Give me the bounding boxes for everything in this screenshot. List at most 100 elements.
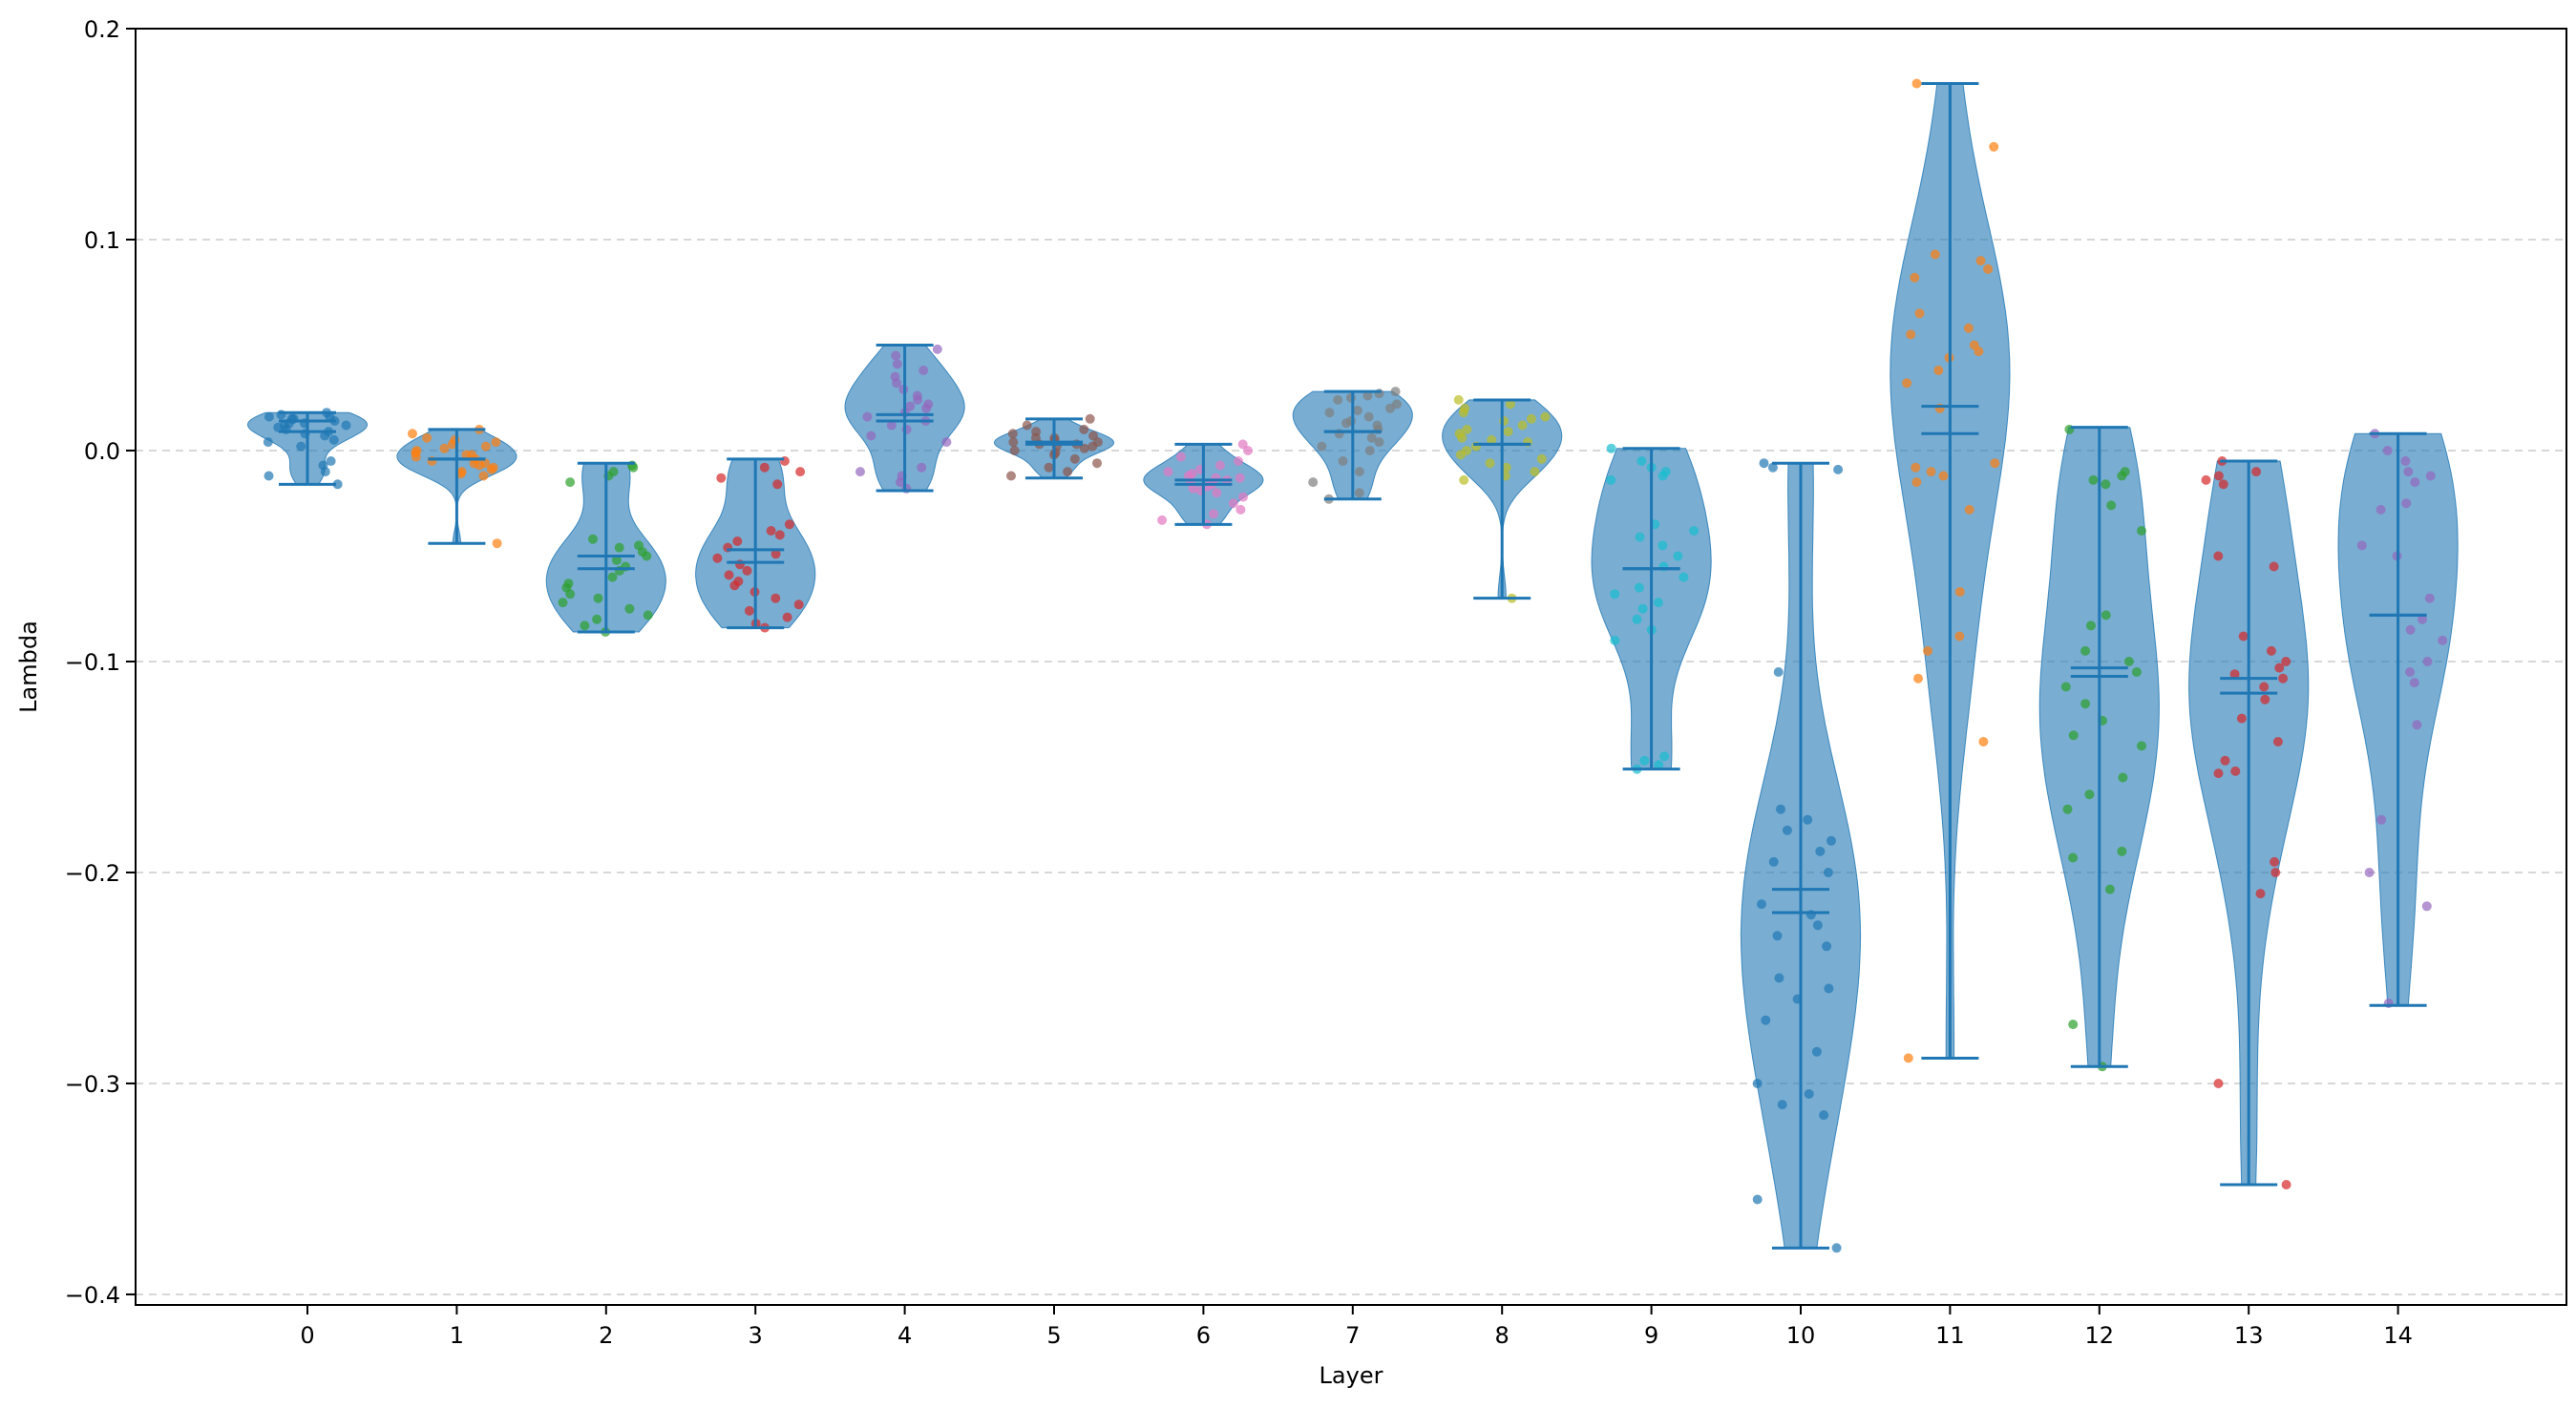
data-point bbox=[1811, 1046, 1822, 1057]
data-point bbox=[1978, 737, 1989, 747]
data-point bbox=[467, 450, 477, 460]
data-point bbox=[2104, 884, 2115, 894]
data-point bbox=[1455, 450, 1466, 460]
data-point bbox=[2086, 620, 2096, 631]
data-point bbox=[2251, 467, 2262, 477]
data-point bbox=[1079, 424, 1089, 434]
data-point bbox=[2084, 789, 2095, 800]
data-point bbox=[2424, 593, 2435, 603]
x-axis-label: Layer bbox=[1320, 1362, 1383, 1389]
data-point bbox=[2123, 657, 2134, 666]
data-point bbox=[1635, 532, 1645, 542]
data-point bbox=[2405, 624, 2416, 635]
violin-bodies bbox=[246, 83, 2459, 1249]
data-point bbox=[729, 580, 740, 591]
data-point bbox=[1209, 509, 1218, 519]
data-point bbox=[1658, 471, 1668, 481]
data-point bbox=[1653, 598, 1663, 608]
data-point bbox=[611, 555, 622, 565]
data-point bbox=[1634, 582, 1644, 593]
data-point bbox=[1639, 755, 1650, 766]
data-point bbox=[1767, 462, 1778, 473]
data-point bbox=[1044, 462, 1054, 473]
data-point bbox=[1776, 804, 1785, 814]
data-point bbox=[1459, 474, 1469, 485]
data-point bbox=[1499, 416, 1510, 426]
data-point bbox=[1913, 673, 1923, 683]
data-point bbox=[1458, 408, 1468, 418]
data-point bbox=[1923, 645, 1932, 656]
data-point bbox=[628, 462, 639, 473]
data-point bbox=[1933, 366, 1944, 375]
data-point bbox=[1363, 411, 1374, 422]
x-tick-label: 5 bbox=[1046, 1322, 1061, 1349]
data-point bbox=[1831, 1243, 1842, 1253]
data-point bbox=[263, 437, 273, 448]
data-point bbox=[588, 534, 598, 544]
data-point bbox=[264, 471, 274, 481]
data-point bbox=[1989, 141, 1999, 152]
data-points bbox=[263, 78, 2448, 1253]
data-point bbox=[1087, 441, 1098, 452]
data-point bbox=[2418, 614, 2427, 624]
data-point bbox=[1673, 551, 1683, 561]
data-point bbox=[1212, 488, 1222, 498]
data-point bbox=[1324, 408, 1335, 418]
y-tick-label: 0.1 bbox=[84, 227, 120, 254]
data-point bbox=[1938, 471, 1949, 481]
data-point bbox=[1022, 420, 1032, 431]
data-point bbox=[1374, 437, 1384, 448]
data-point bbox=[1658, 540, 1668, 551]
data-point bbox=[320, 467, 330, 477]
data-point bbox=[486, 464, 496, 474]
data-point bbox=[2080, 645, 2091, 656]
data-point bbox=[2088, 474, 2099, 485]
data-point bbox=[2364, 868, 2375, 877]
data-point bbox=[1774, 973, 1784, 983]
data-point bbox=[1462, 424, 1472, 434]
data-point bbox=[855, 467, 865, 477]
data-point bbox=[913, 394, 923, 405]
data-point bbox=[1540, 411, 1551, 422]
data-point bbox=[1505, 399, 1515, 410]
data-point bbox=[2068, 1020, 2079, 1030]
data-point bbox=[1990, 458, 2000, 469]
data-point bbox=[2060, 682, 2071, 692]
data-point bbox=[2213, 471, 2224, 481]
data-point bbox=[1390, 387, 1401, 397]
data-point bbox=[607, 572, 618, 582]
x-tick-label: 11 bbox=[1935, 1322, 1965, 1349]
data-point bbox=[724, 570, 734, 580]
data-point bbox=[580, 620, 590, 631]
data-point bbox=[1188, 483, 1198, 494]
data-point bbox=[1906, 329, 1916, 340]
data-point bbox=[2405, 667, 2416, 677]
data-point bbox=[1157, 515, 1168, 525]
data-point bbox=[1757, 899, 1766, 910]
x-tick-label: 1 bbox=[450, 1322, 464, 1349]
data-point bbox=[2229, 669, 2240, 680]
data-point bbox=[2281, 657, 2291, 666]
data-point bbox=[411, 452, 421, 462]
data-point bbox=[264, 411, 274, 422]
data-point bbox=[1911, 477, 1922, 488]
y-tick-label: −0.2 bbox=[65, 860, 120, 887]
data-point bbox=[2269, 561, 2279, 572]
data-point bbox=[2101, 479, 2111, 490]
data-point bbox=[2080, 699, 2091, 709]
data-point bbox=[766, 526, 776, 536]
data-point bbox=[2137, 526, 2146, 536]
data-point bbox=[891, 350, 901, 361]
x-tick-label: 10 bbox=[1786, 1322, 1816, 1349]
data-point bbox=[469, 458, 479, 469]
data-point bbox=[2117, 471, 2127, 481]
data-point bbox=[1659, 751, 1670, 762]
data-point bbox=[2106, 500, 2117, 511]
data-point bbox=[2401, 498, 2412, 509]
data-point bbox=[1772, 931, 1783, 941]
data-point bbox=[1824, 983, 1834, 994]
data-point bbox=[1243, 446, 1253, 455]
data-point bbox=[1963, 323, 1974, 333]
data-point bbox=[1503, 427, 1513, 437]
data-point bbox=[1689, 526, 1700, 536]
